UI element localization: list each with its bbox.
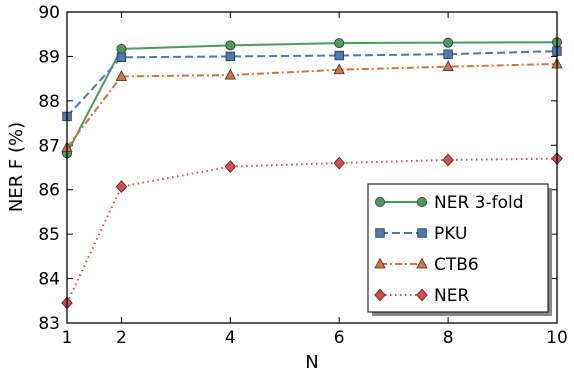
data-point [224, 160, 237, 174]
x-tick-label: 4 [225, 328, 236, 348]
series-3 [61, 57, 563, 152]
x-tick-label: 1 [62, 328, 73, 348]
legend-label: PKU [434, 224, 467, 244]
series-layer [61, 37, 563, 310]
series-line [66, 50, 558, 118]
data-point [443, 37, 454, 48]
x-tick-label: 6 [334, 328, 345, 348]
data-point [115, 70, 128, 81]
x-tick-label: 2 [116, 328, 127, 348]
y-tick-label: 89 [38, 47, 60, 67]
data-point [224, 68, 236, 80]
y-axis-label: NER F (%) [6, 122, 27, 212]
y-tick-label: 88 [38, 92, 60, 112]
data-point [115, 180, 128, 194]
data-point [442, 60, 454, 72]
data-point [333, 156, 345, 170]
legend-label: CTB6 [434, 255, 479, 275]
plot-frame [66, 11, 558, 324]
legend-label: NER 3-fold [434, 193, 524, 213]
data-point [333, 63, 345, 75]
x-tick-label: 8 [443, 328, 454, 348]
legend-marker [416, 257, 428, 269]
series-line [66, 157, 558, 304]
series-2 [62, 46, 562, 122]
legend-marker [375, 228, 385, 238]
x-tick-label: 10 [546, 328, 568, 348]
data-point [443, 49, 453, 59]
tick-labels: 1 2 4 6 8 10 83 84 85 86 87 88 89 90 [38, 3, 567, 348]
series-4 [61, 152, 563, 310]
y-tick-label: 87 [38, 136, 60, 156]
x-axis-label: N [305, 352, 318, 373]
legend-marker [416, 288, 428, 302]
data-point [116, 52, 127, 63]
legend-marker [374, 257, 386, 269]
data-point [225, 40, 236, 51]
legend-marker [416, 196, 427, 207]
data-point [334, 38, 345, 49]
legend-marker [417, 228, 427, 238]
legend-label: NER [434, 286, 469, 306]
series-line [66, 62, 558, 149]
y-tick-label: 85 [38, 225, 60, 245]
data-point [442, 153, 454, 167]
y-tick-label: 84 [38, 270, 60, 290]
data-point [116, 43, 127, 54]
y-tick-label: 86 [38, 181, 60, 201]
legend: NER 3-fold PKU CTB6 NER [367, 183, 552, 316]
legend-marker [374, 196, 385, 207]
series-line [66, 41, 558, 154]
legend-box [367, 183, 549, 313]
data-point [334, 50, 344, 61]
y-tick-label: 90 [38, 3, 60, 23]
data-point [225, 51, 236, 62]
y-tick-label: 83 [38, 314, 60, 334]
legend-marker [374, 288, 386, 302]
